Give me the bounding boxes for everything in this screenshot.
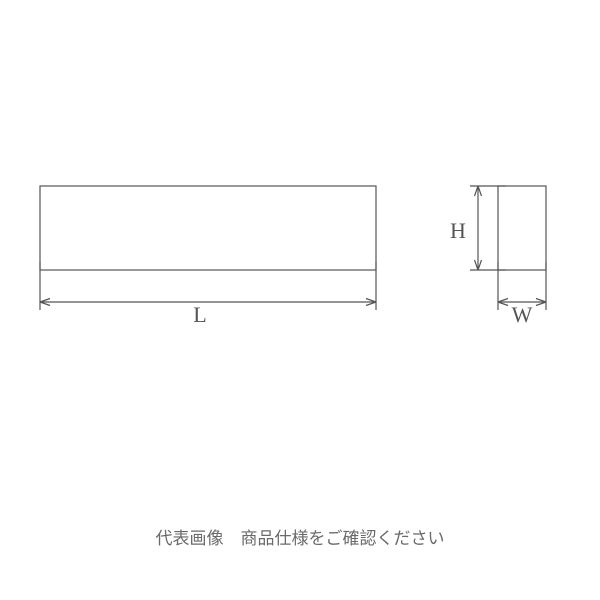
svg-text:H: H [450, 218, 466, 243]
disclaimer-caption: 代表画像 商品仕様をご確認ください [0, 524, 600, 549]
svg-text:W: W [512, 302, 533, 327]
dimension-diagram: L H W [0, 0, 600, 600]
svg-text:L: L [193, 302, 206, 327]
